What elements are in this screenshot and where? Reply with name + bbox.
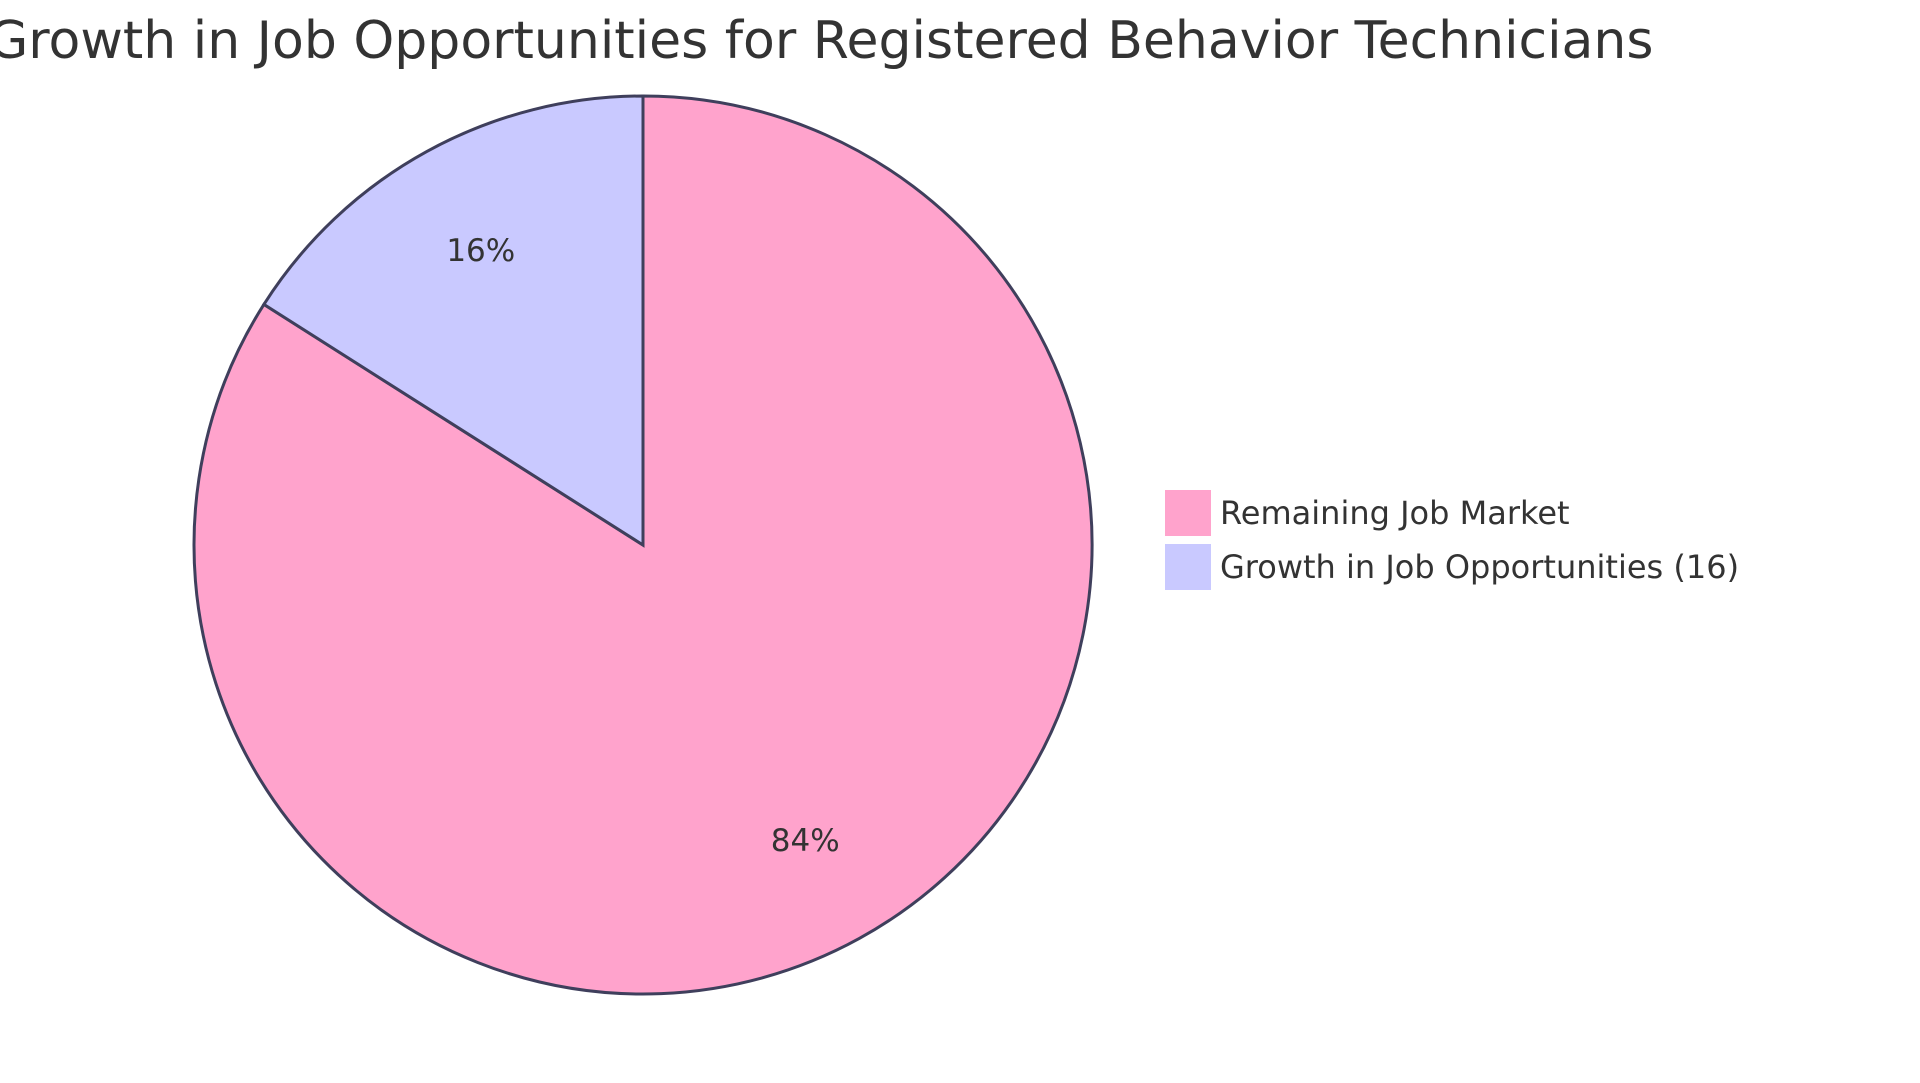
pie-slices [192, 94, 1094, 996]
slice-label-1: 16% [446, 233, 515, 269]
legend: Remaining Job Market Growth in Job Oppor… [1165, 490, 1739, 590]
legend-swatch-growth-in-job-opportunities [1165, 544, 1211, 590]
pie-slice-growth-in-job-opportunities-16 [261, 94, 645, 548]
legend-swatch-remaining-job-market [1165, 490, 1211, 536]
chart-title: Growth in Job Opportunities for Register… [0, 11, 1653, 71]
legend-label-remaining-job-market: Remaining Job Market [1220, 494, 1570, 532]
legend-label-growth-in-job-opportunities: Growth in Job Opportunities (16) [1220, 548, 1739, 586]
slice-label-0: 84% [771, 823, 840, 859]
slice-labels: 84% 16% [446, 233, 839, 859]
